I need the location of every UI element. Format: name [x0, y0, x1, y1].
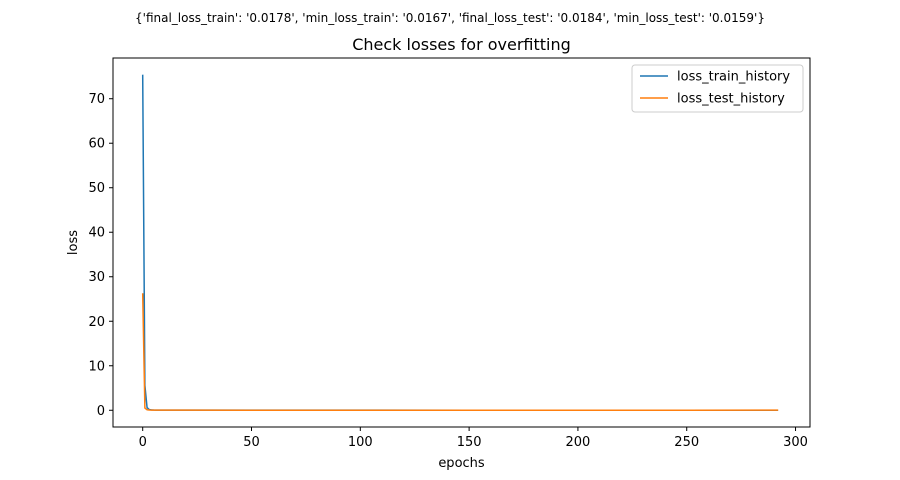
chart-legend: loss_train_history loss_test_history [631, 64, 804, 113]
series-line-1 [141, 74, 779, 411]
chart-title: Check losses for overfitting [352, 35, 571, 54]
y-tick-label: 30 [88, 270, 105, 285]
y-axis: 0 10 20 30 40 50 60 70 [88, 92, 113, 419]
x-tick-label: 0 [139, 435, 147, 450]
legend-box [631, 64, 804, 113]
x-tick-label: 100 [348, 435, 373, 450]
x-axis: 0 50 100 150 200 250 300 [139, 427, 808, 450]
plot-area [141, 74, 779, 411]
chart-suptitle: {'final_loss_train': '0.0178', 'min_loss… [135, 11, 765, 25]
y-axis-label: loss [66, 230, 81, 255]
x-tick-label: 150 [457, 435, 482, 450]
x-tick-label: 200 [566, 435, 591, 450]
legend-label: loss_train_history [677, 70, 790, 85]
y-tick-label: 60 [88, 137, 105, 152]
y-tick-label: 40 [88, 226, 105, 241]
y-tick-label: 70 [88, 92, 105, 107]
y-tick-label: 0 [97, 404, 105, 419]
y-tick-label: 10 [88, 359, 105, 374]
series-line-2 [141, 293, 779, 411]
x-tick-label: 50 [243, 435, 260, 450]
x-tick-label: 250 [674, 435, 699, 450]
x-axis-label: epochs [438, 456, 485, 471]
y-tick-label: 20 [88, 315, 105, 330]
axes-frame [112, 57, 811, 428]
x-tick-label: 300 [783, 435, 808, 450]
legend-label: loss_test_history [677, 92, 785, 107]
y-tick-label: 50 [88, 181, 105, 196]
